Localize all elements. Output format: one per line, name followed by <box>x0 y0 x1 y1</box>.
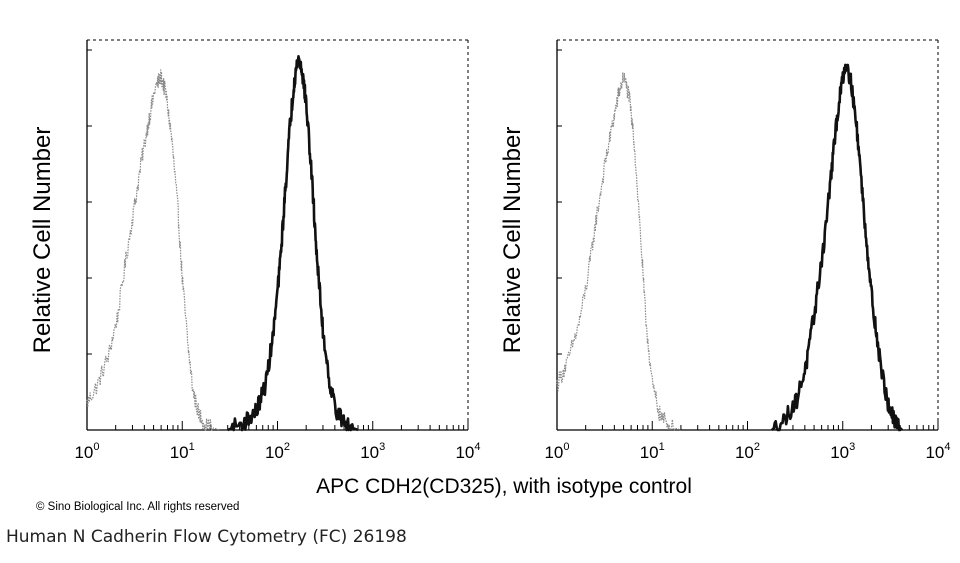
x-tick-label: 100 <box>74 441 99 462</box>
y-axis-label: Relative Cell Number <box>29 127 56 354</box>
copyright-notice: © Sino Biological Inc. All rights reserv… <box>36 501 240 513</box>
isotype-control-histogram <box>86 69 221 431</box>
histogram-panel-right: 100 101 102 103 104 Relative Cell Number <box>499 39 951 462</box>
x-tick-label: 103 <box>830 441 855 462</box>
x-tick-label: 102 <box>265 441 290 462</box>
x-tick-label: 104 <box>455 441 480 462</box>
histogram-panel-left: 100 101 102 103 104 Relative Cell Number <box>29 39 481 462</box>
x-axis-label: APC CDH2(CD325), with isotype control <box>316 475 692 498</box>
x-tick-label: 101 <box>170 441 195 462</box>
cdh2-histogram <box>227 55 359 432</box>
y-axis-label: Relative Cell Number <box>499 127 526 354</box>
x-tick-label: 101 <box>640 441 665 462</box>
x-tick-label: 100 <box>544 441 569 462</box>
figure-caption: Human N Cadherin Flow Cytometry (FC) 261… <box>6 527 407 547</box>
isotype-control-histogram <box>556 71 682 431</box>
x-tick-label: 102 <box>735 441 760 462</box>
x-tick-label: 104 <box>925 441 950 462</box>
x-tick-label: 103 <box>360 441 385 462</box>
cdh2-histogram <box>770 63 904 432</box>
